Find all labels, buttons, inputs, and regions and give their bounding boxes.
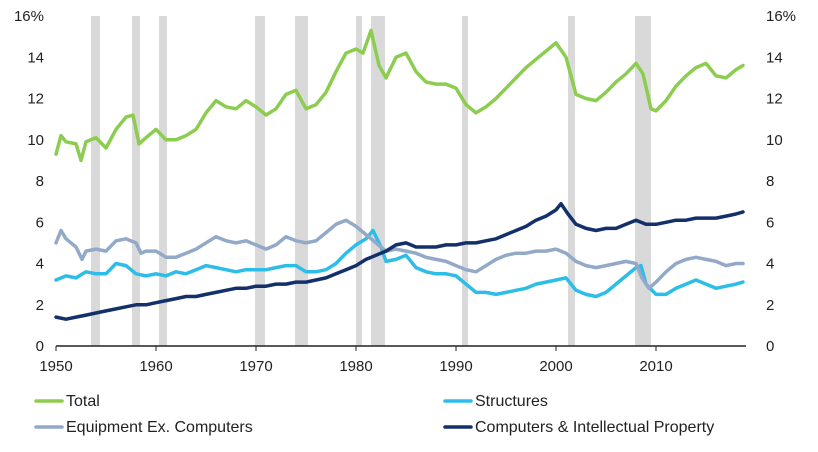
axes (55, 345, 746, 351)
y-tick-label-left-6: 6 (36, 214, 44, 231)
recession-shading (91, 16, 651, 346)
y-tick-label-left-0: 0 (36, 338, 44, 355)
x-tick-label-2000: 2000 (539, 358, 572, 375)
recession-bar-6 (371, 16, 385, 346)
y-tick-label-left-14: 14 (27, 49, 44, 66)
y-tick-label-left-2: 2 (36, 297, 44, 314)
y-tick-label-right-6: 6 (766, 214, 774, 231)
recession-bar-7 (462, 16, 468, 346)
recession-bar-4 (295, 16, 308, 346)
y-tick-label-left-8: 8 (36, 173, 44, 190)
y-tick-label-right-10: 10 (766, 132, 783, 149)
y-tick-label-right-8: 8 (766, 173, 774, 190)
y-tick-label-right-0: 0 (766, 338, 774, 355)
y-tick-label-right-4: 4 (766, 256, 774, 273)
x-tick-label-1980: 1980 (339, 358, 372, 375)
right-y-axis-ticks: 0 2 4 6 8 10 12 14 16% (766, 8, 796, 355)
x-tick-label-1970: 1970 (239, 358, 272, 375)
series-lines (54, 28, 745, 321)
y-tick-label-left-4: 4 (36, 256, 44, 273)
recession-bar-2 (159, 16, 167, 346)
y-tick-label-right-12: 12 (766, 91, 783, 108)
y-tick-label-left-10: 10 (27, 132, 44, 149)
series-line-equipment-ex-computers (54, 218, 745, 291)
y-tick-label-right-2: 2 (766, 297, 774, 314)
recession-bar-5 (356, 16, 362, 346)
x-tick-label-1990: 1990 (439, 358, 472, 375)
series-line-computers-intellectual-property (54, 201, 745, 321)
legend-label-structures: Structures (475, 393, 548, 410)
recession-bar-8 (568, 16, 575, 346)
legend: Total Structures Equipment Ex. Computers Co… (34, 393, 714, 436)
x-tick-label-2010: 2010 (639, 358, 672, 375)
legend-label-equipment-ex-computers: Equipment Ex. Computers (66, 419, 253, 436)
x-tick-label-1960: 1960 (139, 358, 172, 375)
series-line-total (54, 28, 745, 163)
recession-bar-0 (91, 16, 100, 346)
y-tick-label-right-14: 14 (766, 49, 783, 66)
legend-label-computers-intellectual-property: Computers & Intellectual Property (475, 419, 714, 436)
y-tick-label-right-16: 16% (766, 8, 796, 25)
recession-bar-1 (132, 16, 140, 346)
y-tick-label-left-12: 12 (27, 91, 44, 108)
x-axis-ticks: 1950 1960 1970 1980 1990 2000 2010 (39, 358, 672, 375)
x-tick-label-1950: 1950 (39, 358, 72, 375)
recession-bar-3 (255, 16, 265, 346)
left-y-axis-ticks: 0 2 4 6 8 10 12 14 16% (14, 8, 44, 355)
legend-label-total: Total (66, 393, 100, 410)
y-tick-label-left-16: 16% (14, 8, 44, 25)
